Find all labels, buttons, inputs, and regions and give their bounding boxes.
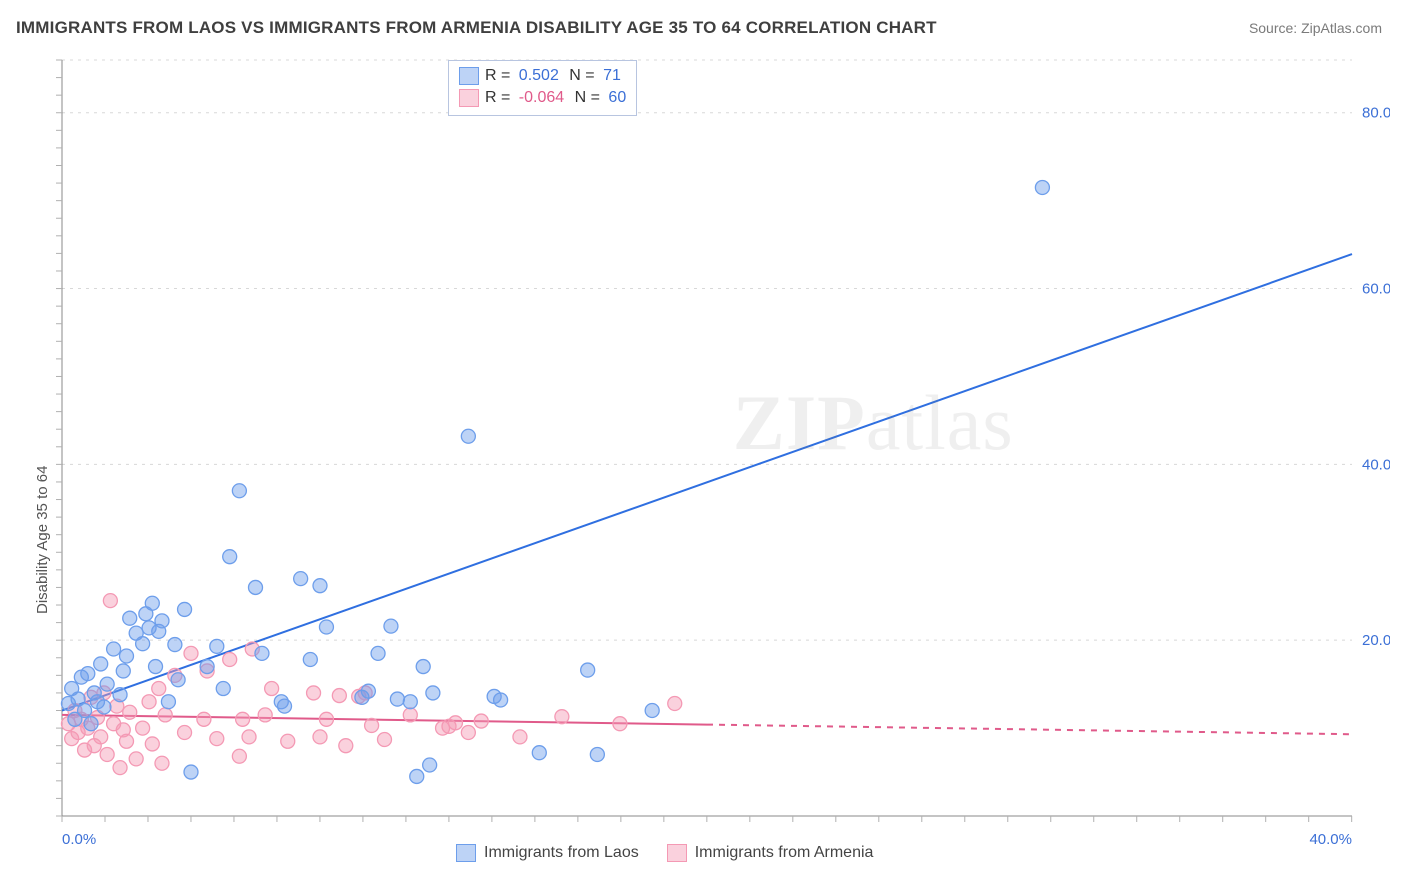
legend-item: Immigrants from Laos (456, 844, 639, 862)
source-prefix: Source: (1249, 20, 1301, 36)
x-tick-label: 40.0% (1309, 831, 1352, 848)
series-swatch (459, 67, 479, 85)
chart-title: IMMIGRANTS FROM LAOS VS IMMIGRANTS FROM … (16, 18, 937, 38)
legend-label: Immigrants from Armenia (695, 844, 874, 862)
y-tick-label: 20.0% (1362, 632, 1390, 649)
legend-item: Immigrants from Armenia (667, 844, 874, 862)
y-tick-label: 40.0% (1362, 456, 1390, 473)
x-tick-label: 0.0% (62, 831, 96, 848)
series-swatch (667, 844, 687, 862)
source-attribution: Source: ZipAtlas.com (1249, 20, 1382, 36)
stats-legend: R = 0.502 N = 71R = -0.064 N = 60 (448, 60, 637, 116)
y-tick-label: 80.0% (1362, 105, 1390, 122)
legend-label: Immigrants from Laos (484, 844, 639, 862)
series-swatch (459, 89, 479, 107)
series-swatch (456, 844, 476, 862)
chart-container: Disability Age 35 to 64 0.0% 40.0% 20.0% 40… (16, 54, 1390, 874)
y-tick-label: 60.0% (1362, 281, 1390, 298)
series-legend: Immigrants from Laos Immigrants from Arme… (456, 844, 873, 862)
stats-row: R = 0.502 N = 71 (459, 65, 626, 87)
stats-row: R = -0.064 N = 60 (459, 87, 626, 109)
scatter-chart: 0.0% 40.0% 20.0% 40.0% 60.0% 80.0% (16, 54, 1390, 874)
source-name: ZipAtlas.com (1301, 20, 1382, 36)
y-axis-label: Disability Age 35 to 64 (34, 466, 51, 614)
